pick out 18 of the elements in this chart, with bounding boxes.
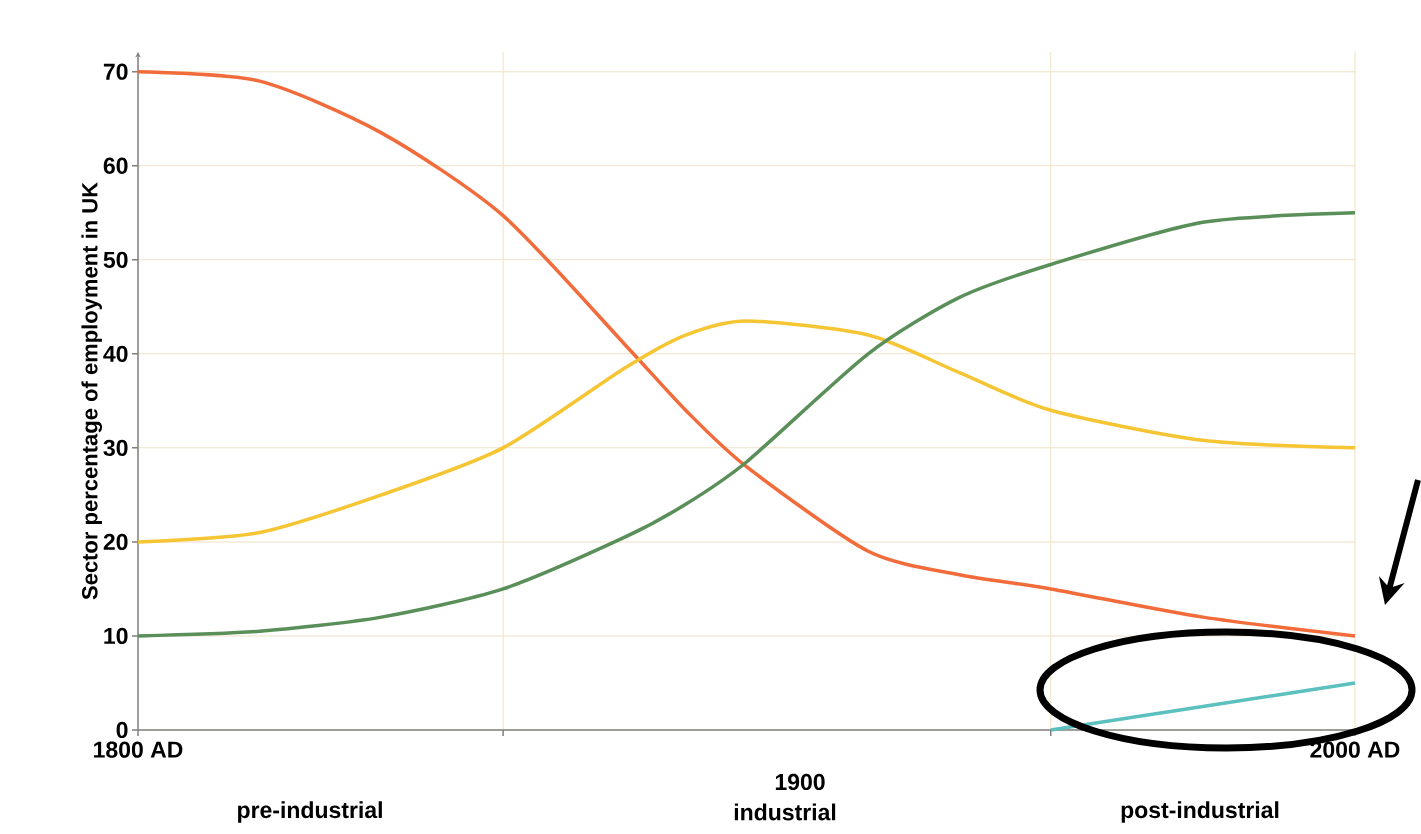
text: pre-industrial [238,801,382,823]
y-tick-label: 50 [103,251,128,268]
y-tick-label: 0 [116,721,128,739]
x-tick-label: 2000 AD [1310,741,1400,758]
y-tick-label: 60 [103,157,128,174]
y-tick-label: 20 [103,533,128,551]
y-axis-title: Sector percentage of employment in UK [81,182,103,600]
line-series [136,211,1357,638]
line-series [136,69,1357,638]
text: 1900 [775,773,825,791]
text: post-industrial [1121,801,1279,823]
y-tick-label: 70 [103,63,128,80]
x-tick-label: 1800 AD [94,741,183,758]
text: industrial [734,803,836,821]
y-tick-label: 40 [103,345,128,362]
line-series [136,319,1357,544]
y-tick-label: 30 [103,439,128,457]
y-tick-label: 10 [104,627,128,645]
